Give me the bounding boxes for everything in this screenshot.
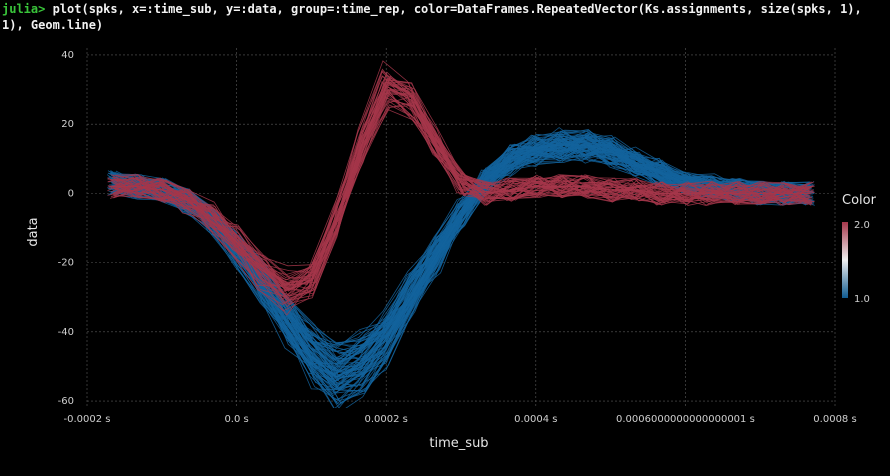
julia-command-line: julia> plot(spks, x=:time_sub, y=:data, …	[2, 1, 888, 33]
spike-trace	[111, 139, 811, 391]
spike-trace	[114, 104, 814, 280]
y-tick-label: 20	[61, 119, 74, 130]
series-lines	[106, 60, 815, 408]
spike-trace	[113, 134, 813, 378]
spike-trace	[111, 137, 811, 364]
x-tick-label: -0.0002 s	[64, 414, 111, 425]
y-axis-ticks: -60 -40 -20 0 20 40	[58, 50, 74, 407]
y-tick-label: 0	[68, 188, 74, 199]
spike-trace	[115, 129, 815, 392]
spike-trace	[109, 134, 809, 382]
spike-trace	[114, 139, 814, 362]
spike-trace	[114, 133, 814, 388]
y-axis-label: data	[26, 217, 41, 246]
julia-command: plot(spks, x=:time_sub, y=:data, group=:…	[2, 2, 869, 32]
y-tick-label: 40	[61, 50, 74, 61]
spike-trace	[114, 94, 814, 291]
legend-min-label: 1.0	[854, 294, 870, 305]
x-tick-label: 0.0 s	[224, 414, 248, 425]
spike-trace	[110, 89, 810, 279]
x-tick-label: 0.0008 s	[813, 414, 856, 425]
spike-trace	[107, 80, 807, 286]
julia-prompt: julia>	[2, 2, 46, 16]
spike-trace	[113, 128, 813, 405]
y-tick-label: -40	[58, 327, 74, 338]
x-tick-label: 0.0004 s	[514, 414, 557, 425]
spike-trace	[109, 141, 809, 351]
spike-trace	[114, 133, 813, 376]
x-tick-label: 0.0002 s	[365, 414, 408, 425]
spike-trace	[112, 79, 812, 301]
spike-trace	[114, 132, 814, 372]
series-cluster-2	[107, 60, 815, 316]
y-tick-label: -20	[58, 258, 74, 269]
spike-trace	[108, 140, 808, 347]
spike-trace	[113, 136, 814, 371]
x-tick-label: 0.0006000000000000001 s	[616, 414, 755, 425]
color-legend: Color 2.0 1.0	[842, 193, 877, 305]
spike-trace-mean	[111, 85, 811, 291]
legend-title: Color	[842, 193, 877, 208]
spike-trace	[113, 129, 813, 379]
x-axis-ticks: -0.0002 s 0.0 s 0.0002 s 0.0004 s 0.00060000…	[64, 414, 857, 425]
y-tick-label: -60	[58, 396, 74, 407]
legend-max-label: 2.0	[854, 220, 870, 231]
spike-trace	[113, 99, 813, 292]
legend-color-bar	[842, 222, 848, 298]
spike-trace	[115, 132, 815, 391]
x-axis-label: time_sub	[429, 436, 488, 451]
spike-trace	[110, 131, 810, 408]
spike-trace	[107, 92, 807, 286]
